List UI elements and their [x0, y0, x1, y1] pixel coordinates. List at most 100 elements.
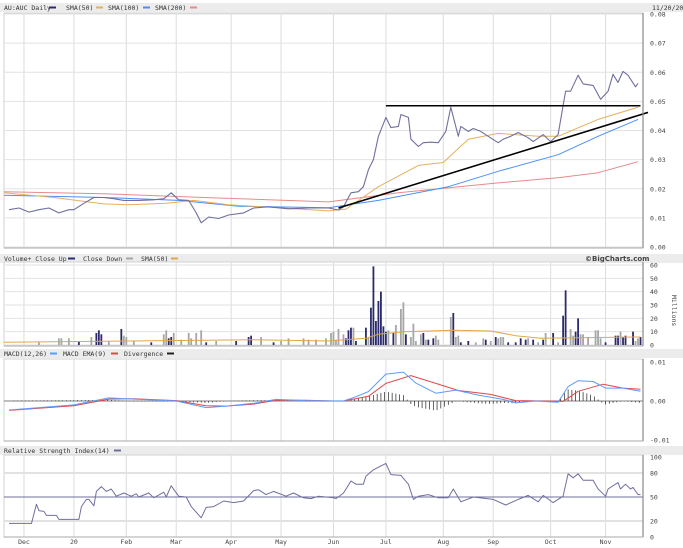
price-header-strip	[0, 3, 683, 12]
macd-ytick-label: -0.01	[650, 437, 670, 445]
volume-ytick-label: 30	[650, 302, 658, 310]
x-tick-label-Mar: Mar	[170, 538, 182, 546]
volume-sma50-legend-swatch	[171, 257, 178, 260]
volume-bar-down	[132, 341, 135, 345]
x-tick-label-Apr: Apr	[225, 538, 237, 546]
legend-sma200: SMA(200)	[155, 4, 186, 12]
volume-bar-down	[454, 337, 457, 345]
legend-close-down: Close Down	[83, 255, 122, 263]
volume-bar-down	[394, 325, 397, 345]
volume-bar-down	[190, 338, 193, 345]
volume-bar-down	[502, 337, 505, 345]
volume-bar-down	[122, 335, 125, 345]
gridlines	[3, 12, 644, 538]
chart-marks	[4, 70, 649, 524]
volume-bar-up	[562, 315, 565, 345]
volume-bar-down	[587, 337, 589, 345]
sma50-line	[4, 106, 639, 212]
x-tick-label-Dec: Dec	[18, 538, 30, 546]
macd-header-strip	[0, 349, 683, 358]
volume-bar-down	[307, 339, 310, 345]
price-ytick-label: 0.00	[650, 244, 666, 252]
close-legend-swatch	[49, 6, 56, 9]
volume-ytick-label: 60	[650, 262, 658, 270]
ema-legend-swatch	[111, 352, 118, 355]
volume-bar-up	[77, 341, 80, 345]
volume-bar-up	[524, 339, 527, 345]
volume-bar-up	[350, 327, 352, 345]
sma50-legend-swatch	[96, 6, 103, 9]
volume-bar-up	[507, 342, 510, 345]
volume-bar-down	[165, 330, 168, 345]
sma200-line	[4, 161, 639, 203]
volume-bar-down	[414, 341, 417, 345]
volume-bar-down	[537, 342, 540, 345]
rsi-ytick-label: 20	[650, 518, 658, 526]
volume-plot-area	[3, 261, 644, 347]
volume-bar-up	[574, 331, 577, 345]
volume-bar-down	[412, 323, 415, 345]
volume-bar-down	[634, 341, 637, 345]
volume-bar-up	[100, 334, 103, 345]
volume-bar-down	[352, 327, 355, 345]
volume-bar-up	[247, 337, 250, 345]
volume-bar-up	[467, 341, 470, 345]
price-ytick-label: 0.04	[650, 127, 666, 135]
volume-bar-down	[419, 334, 422, 345]
volume-bar-down	[599, 338, 602, 345]
price-ytick-label: 0.03	[650, 156, 666, 164]
price-ytick-label: 0.05	[650, 98, 666, 106]
volume-bar-up	[365, 327, 367, 345]
volume-bar-up	[250, 335, 253, 345]
volume-bar-down	[302, 338, 305, 345]
volume-bar-up	[622, 337, 624, 345]
price-ytick-label: 0.07	[650, 40, 666, 48]
volume-bar-down	[409, 337, 412, 345]
sma100-legend-swatch	[143, 6, 150, 9]
volume-title: Volume+ Close Up	[4, 255, 67, 263]
rsi-ytick-label: 50	[650, 494, 658, 502]
volume-bar-down	[497, 338, 500, 345]
x-tick-label-Jun: Jun	[328, 538, 340, 546]
macd-line	[8, 371, 641, 411]
volume-bar-down	[619, 331, 622, 345]
volume-bar-down	[527, 338, 530, 345]
close-price-line	[8, 70, 639, 224]
volume-bar-up	[385, 331, 387, 345]
volume-bar-up	[632, 331, 634, 345]
volume-bar-up	[459, 342, 462, 345]
volume-bar-up	[375, 321, 377, 345]
macd-plot-area	[3, 358, 644, 442]
bigcharts-logo[interactable]: ©BigCharts.com	[585, 255, 649, 263]
volume-bar-up	[639, 337, 642, 345]
volume-bar-down	[557, 342, 560, 345]
volume-bar-up	[372, 266, 375, 345]
volume-bar-up	[347, 330, 350, 345]
volume-bar-down	[195, 333, 198, 345]
volume-bar-up	[577, 318, 580, 345]
macd-title: MACD(12,26)	[4, 350, 47, 358]
volume-sma50-line	[4, 329, 641, 343]
volume-bar-down	[582, 334, 584, 345]
volume-bar-down	[287, 338, 290, 345]
volume-bar-down	[457, 335, 460, 345]
volume-bar-up	[532, 339, 535, 345]
volume-bar-down	[367, 337, 370, 345]
volume-bar-up	[150, 342, 153, 345]
volume-bar-down	[315, 339, 317, 345]
volume-bar-up	[345, 338, 347, 345]
macd-legend-swatch	[50, 352, 57, 355]
volume-bar-down	[572, 335, 575, 345]
volume-bar-down	[280, 341, 282, 345]
volume-ytick-label: 0	[650, 342, 654, 350]
volume-bar-down	[335, 339, 337, 345]
price-ytick-label: 0.08	[650, 11, 666, 19]
support-trendline	[338, 111, 649, 209]
volume-bar-up	[552, 333, 555, 345]
volume-bar-up	[404, 334, 407, 345]
volume-bar-up	[205, 342, 208, 345]
rsi-ytick-label: 80	[650, 470, 658, 478]
volume-bar-down	[260, 337, 262, 345]
volume-bar-down	[489, 341, 492, 345]
